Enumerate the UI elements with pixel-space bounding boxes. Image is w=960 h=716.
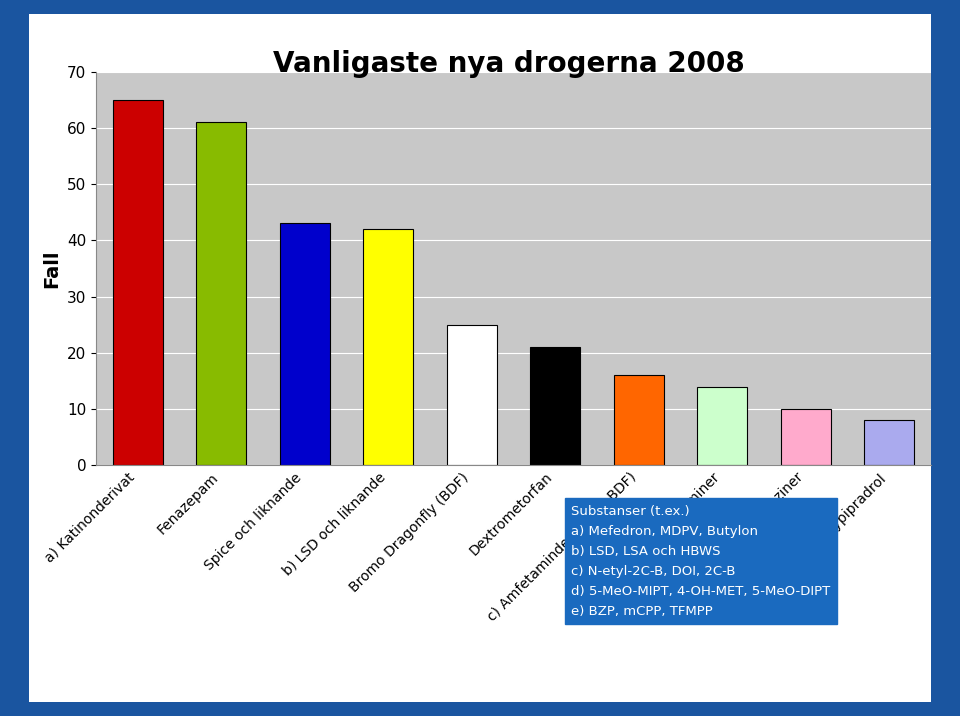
Bar (613, 375, 664, 465)
Bar (446, 325, 497, 465)
Bar (112, 100, 163, 465)
Text: Vanligaste nya drogerna 2008: Vanligaste nya drogerna 2008 (273, 50, 745, 78)
Bar (864, 420, 915, 465)
Y-axis label: Fall: Fall (42, 249, 61, 288)
Bar (780, 409, 831, 465)
Bar (363, 229, 414, 465)
Bar (697, 387, 748, 465)
Bar (196, 122, 247, 465)
Bar (279, 223, 330, 465)
Text: Substanser (t.ex.)
a) Mefedron, MDPV, Butylon
b) LSD, LSA och HBWS
c) N-etyl-2C-: Substanser (t.ex.) a) Mefedron, MDPV, Bu… (571, 505, 830, 618)
Bar (530, 347, 581, 465)
